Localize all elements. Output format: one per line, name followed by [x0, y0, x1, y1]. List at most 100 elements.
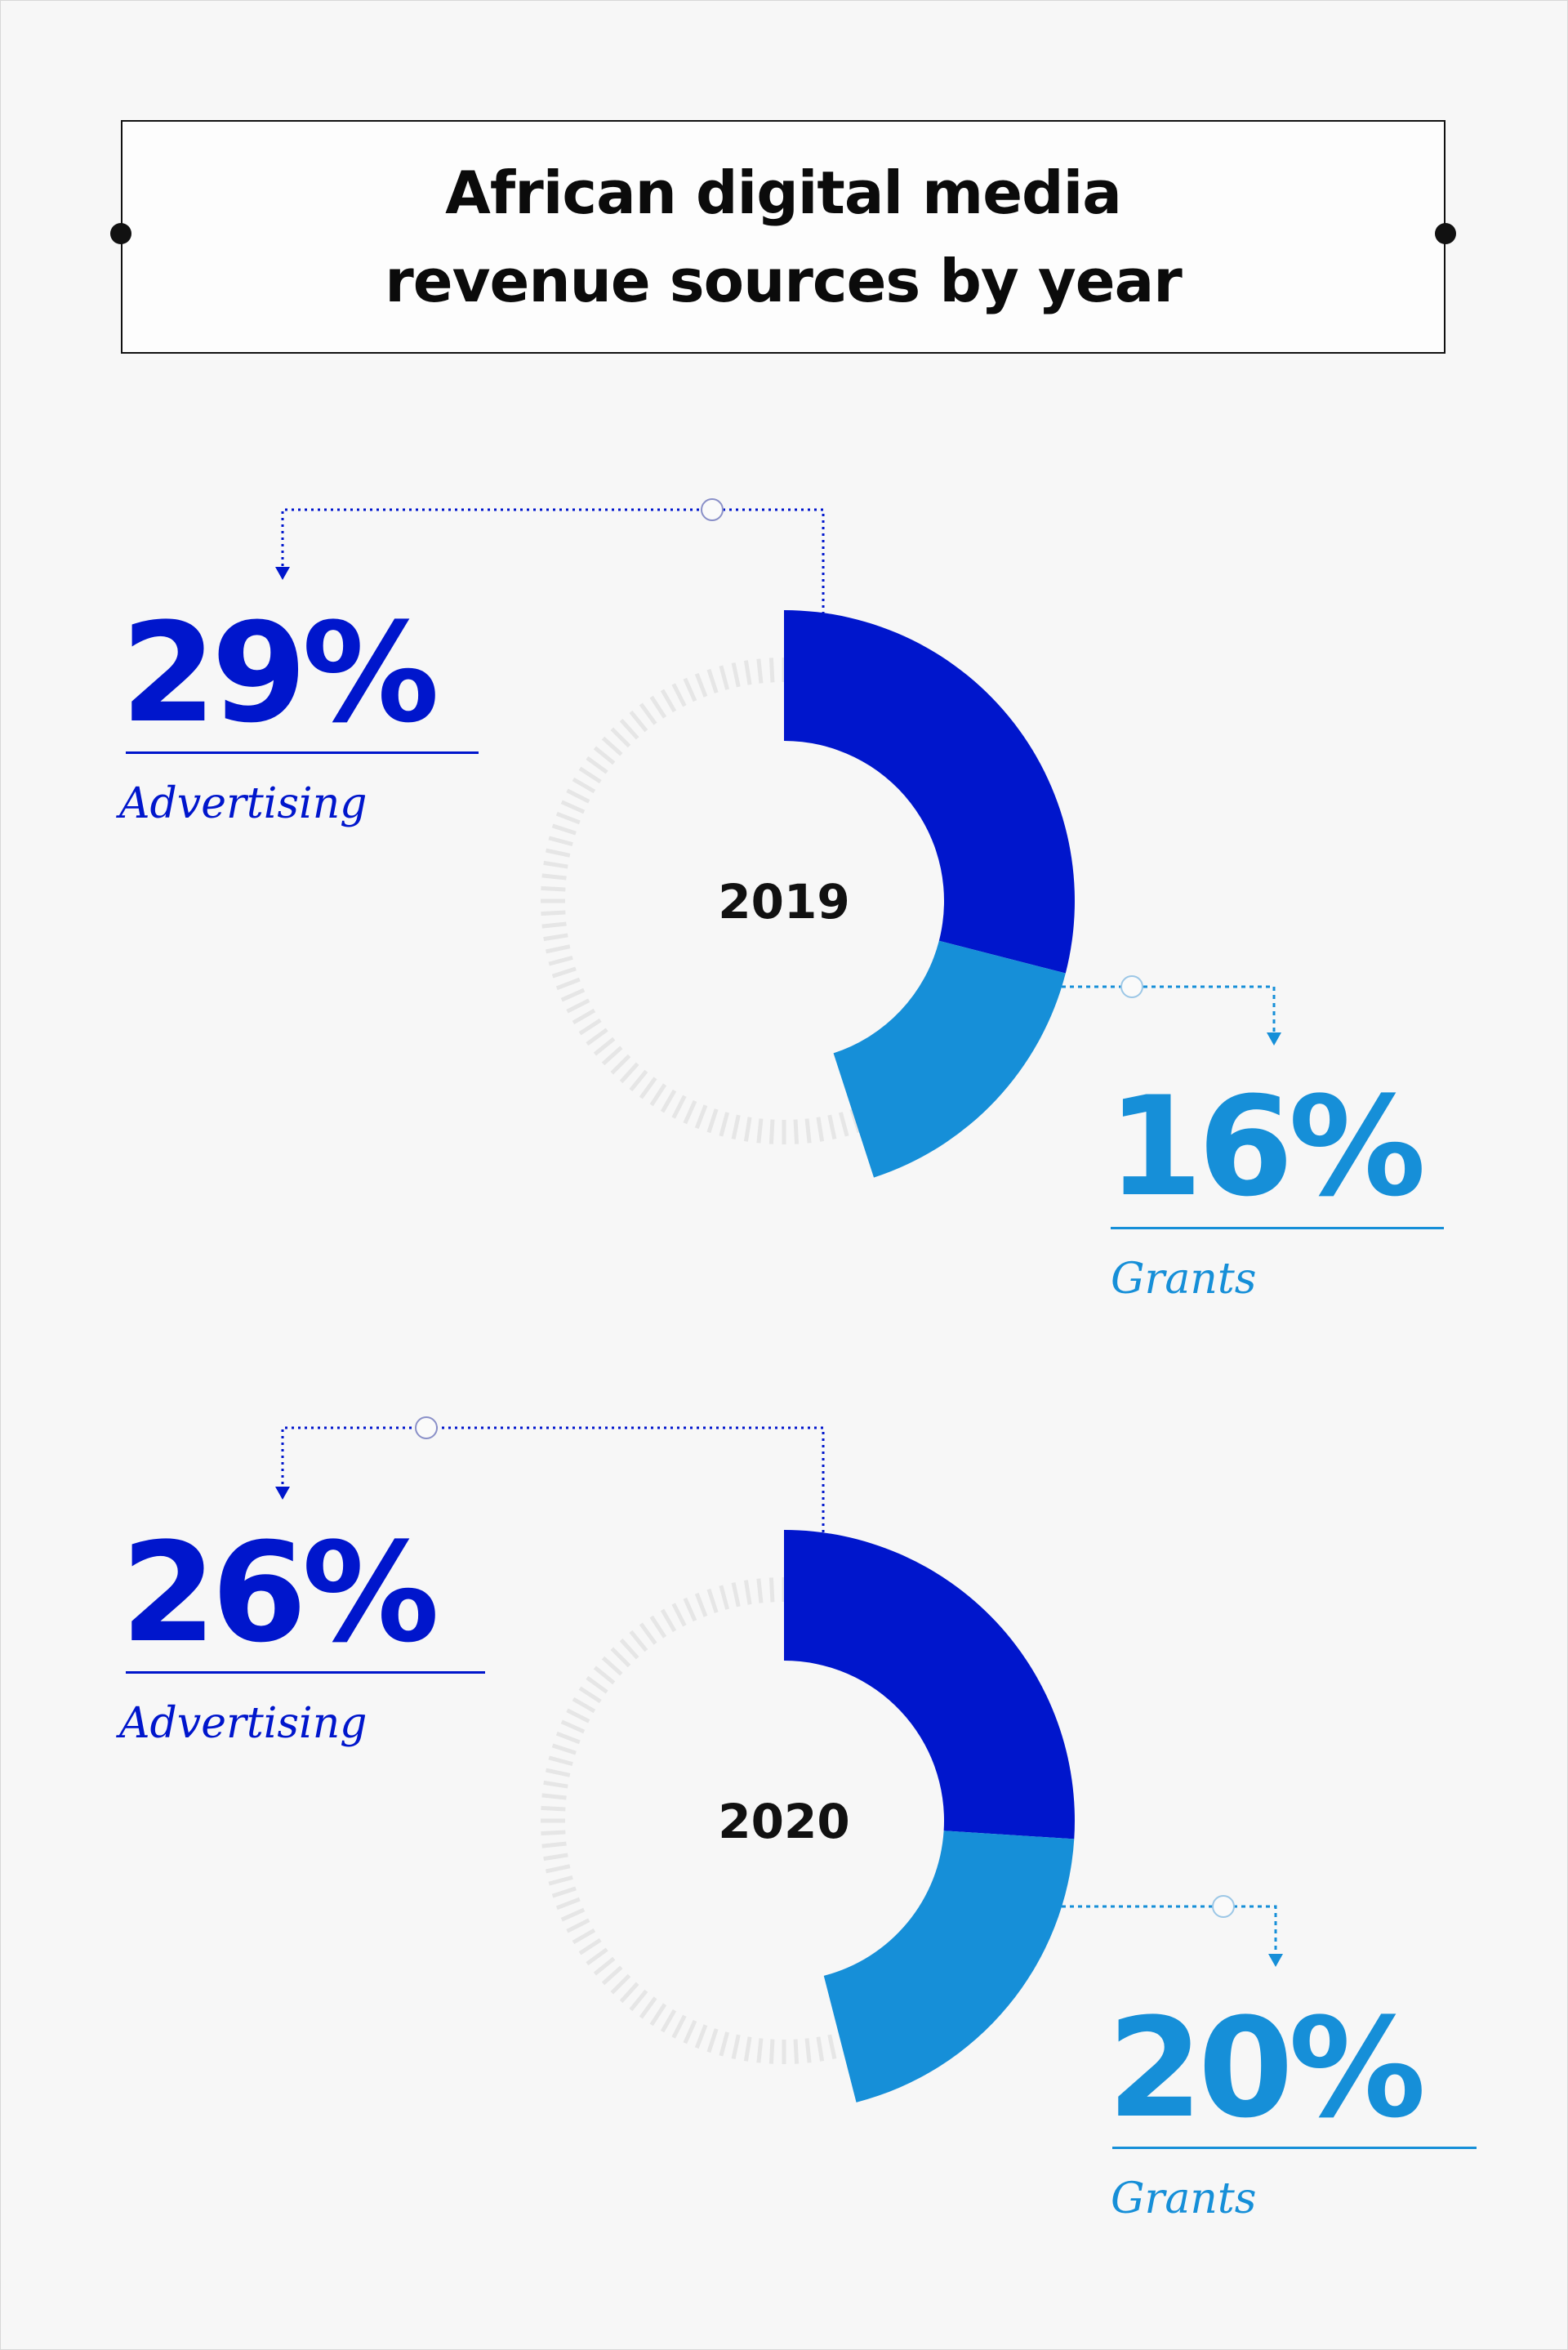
track-tick [541, 921, 567, 929]
donut-center-label-2020: 2020 [718, 1794, 850, 1849]
track-tick [548, 1875, 573, 1886]
track-tick [694, 1592, 708, 1617]
track-tick [548, 836, 573, 847]
advertising-arrowhead-2019 [275, 567, 290, 580]
track-tick [541, 910, 566, 916]
track-tick [572, 1008, 596, 1025]
track-tick [572, 777, 596, 794]
track-tick [719, 1585, 730, 1610]
track-tick [706, 1108, 719, 1134]
track-tick [566, 788, 590, 804]
track-tick [639, 1622, 657, 1645]
track-tick [706, 668, 719, 693]
track-tick [660, 1608, 677, 1633]
track-tick [706, 1588, 719, 1613]
track-tick [649, 1615, 667, 1639]
grants-arrowhead-2020 [1268, 1954, 1283, 1967]
track-tick [543, 860, 568, 869]
track-tick [593, 1956, 616, 1976]
track-tick [743, 1117, 752, 1142]
track-tick [731, 662, 741, 688]
track-tick [768, 1577, 775, 1603]
advertising-connector-2019 [281, 508, 825, 614]
track-tick [619, 1982, 639, 2004]
track-tick [601, 1965, 623, 1986]
donut-segment-grants-2020 [823, 1831, 1075, 2103]
grants-arrowhead-2019 [1267, 1032, 1281, 1046]
track-tick [578, 1018, 602, 1036]
track-tick [548, 955, 573, 966]
track-tick [743, 660, 752, 685]
track-tick [541, 1805, 566, 1812]
track-tick [560, 800, 586, 814]
track-tick [827, 1114, 837, 1140]
track-tick [555, 977, 581, 991]
track-tick [731, 1581, 741, 1608]
grants-connector-node-2020 [1212, 1895, 1235, 1918]
track-tick [541, 1830, 566, 1836]
track-tick [804, 2038, 812, 2063]
track-tick [545, 848, 571, 858]
track-tick [543, 1780, 568, 1789]
donut-center-label-2019: 2019 [718, 874, 850, 930]
track-tick [578, 1686, 602, 1704]
track-tick [566, 998, 590, 1014]
track-tick [683, 1099, 697, 1125]
track-tick [601, 736, 623, 756]
track-tick [551, 823, 577, 836]
grants-underline-2019 [1111, 1227, 1444, 1229]
title-box: African digital media revenue sources by… [121, 120, 1446, 354]
track-tick [719, 665, 730, 690]
track-tick [768, 1119, 775, 1144]
track-tick [541, 885, 566, 892]
track-tick [543, 933, 568, 942]
track-tick [551, 966, 577, 979]
grants-label-2020: Grants [1111, 2174, 1257, 2223]
track-tick [719, 2031, 730, 2057]
track-tick [555, 1731, 581, 1745]
track-tick [660, 689, 677, 713]
track-tick [578, 766, 602, 784]
donut-segment-advertising-2019 [784, 610, 1075, 974]
track-tick [560, 1907, 586, 1922]
track-tick [671, 683, 687, 707]
track-tick [541, 873, 567, 881]
track-tick [768, 2039, 775, 2064]
track-tick [560, 988, 586, 1002]
track-tick [660, 1089, 677, 1113]
track-tick [555, 1897, 581, 1911]
advertising-underline-2019 [126, 751, 479, 754]
track-tick [804, 1118, 812, 1144]
track-tick [756, 1578, 764, 1603]
title-left-dot [110, 223, 131, 244]
track-tick [545, 1768, 571, 1777]
track-tick [586, 1028, 608, 1046]
track-tick [671, 1095, 687, 1119]
advertising-connector-node-2020 [415, 1416, 438, 1439]
track-tick [756, 658, 764, 684]
track-tick [586, 756, 608, 774]
track-tick [639, 702, 657, 725]
track-tick [649, 695, 667, 719]
grants-connector-2019 [1062, 985, 1276, 1034]
track-tick [660, 2009, 677, 2033]
advertising-connector-node-2019 [701, 498, 724, 521]
track-tick [593, 746, 616, 765]
track-tick [694, 2024, 708, 2049]
advertising-underline-2020 [126, 1671, 485, 1674]
track-tick [619, 1638, 639, 1660]
grants-value-2019: 16% [1107, 1067, 1426, 1227]
donut-segment-advertising-2020 [784, 1530, 1075, 1839]
advertising-label-2020: Advertising [119, 1699, 368, 1748]
track-tick [694, 672, 708, 698]
track-tick [683, 2019, 697, 2045]
track-tick [545, 1864, 571, 1874]
track-tick [551, 1743, 577, 1755]
grants-connector-2020 [1062, 1905, 1277, 1955]
track-tick [578, 1938, 602, 1955]
track-tick [671, 2014, 687, 2039]
track-tick [551, 1886, 577, 1898]
advertising-connector-2020 [281, 1426, 825, 1532]
track-tick [768, 658, 775, 683]
